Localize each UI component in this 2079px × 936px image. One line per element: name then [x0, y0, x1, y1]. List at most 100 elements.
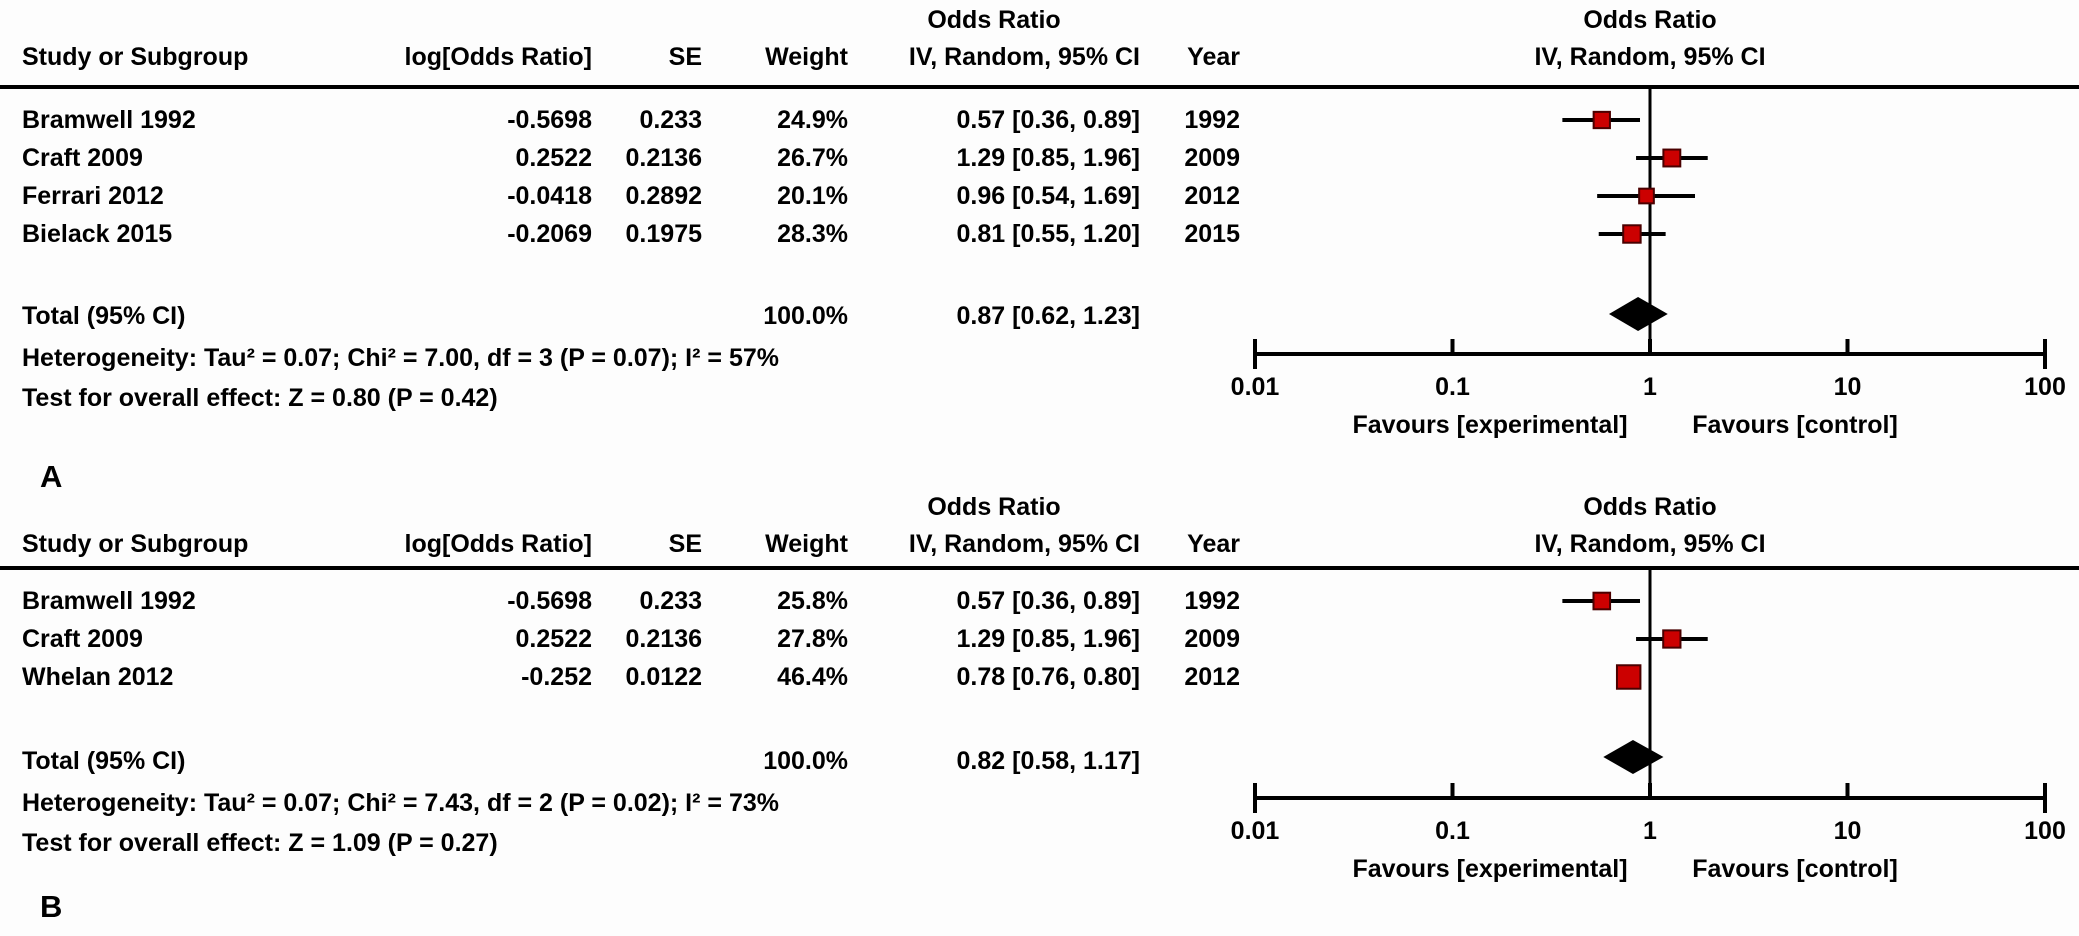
study-name: Ferrari 2012 [22, 182, 164, 210]
favours-control-label: Favours [control] [1692, 855, 1898, 883]
ci-value: 0.81 [0.55, 1.20] [956, 220, 1140, 248]
se-column-header: SE [668, 43, 702, 71]
effect-square [1592, 110, 1611, 130]
study-name: Bramwell 1992 [22, 106, 196, 134]
panel-label-a: A [40, 459, 63, 494]
weight-value: 24.9% [777, 106, 848, 134]
se-value: 0.233 [639, 587, 702, 615]
header-rule [0, 85, 2079, 89]
weight-value: 27.8% [777, 625, 848, 653]
year-value: 2009 [1184, 625, 1240, 653]
study-column-header: Study or Subgroup [22, 43, 249, 71]
log-odds-ratio-value: -0.0418 [507, 182, 592, 210]
study-column-header: Study or Subgroup [22, 530, 249, 558]
axis-tick-label: 1 [1643, 373, 1657, 401]
year-value: 2012 [1184, 182, 1240, 210]
study-name: Bielack 2015 [22, 220, 173, 248]
se-value: 0.233 [639, 106, 702, 134]
overall-effect-line: Test for overall effect: Z = 1.09 (P = 0… [22, 829, 498, 857]
study-row: Whelan 2012 -0.252 0.0122 46.4% 0.78 [0.76, … [0, 662, 1240, 692]
total-label: Total (95% CI) [22, 747, 186, 775]
total-row: Total (95% CI) 100.0% 0.87 [0.62, 1.23] [0, 301, 1240, 331]
log-odds-ratio-value: -0.5698 [507, 587, 592, 615]
effect-square [1638, 187, 1655, 205]
plot-title: Odds Ratio [1583, 6, 1717, 34]
weight-value: 26.7% [777, 144, 848, 172]
overall-effect-line: Test for overall effect: Z = 0.80 (P = 0… [22, 384, 498, 412]
study-name: Whelan 2012 [22, 663, 174, 691]
se-value: 0.1975 [625, 220, 702, 248]
plot-subtitle: IV, Random, 95% CI [1534, 43, 1766, 71]
heterogeneity-line: Heterogeneity: Tau² = 0.07; Chi² = 7.00,… [22, 344, 779, 372]
plot-subtitle: IV, Random, 95% CI [1534, 530, 1766, 558]
axis-tick-label: 10 [1834, 373, 1862, 401]
favours-control-label: Favours [control] [1692, 411, 1898, 439]
total-weight: 100.0% [763, 302, 848, 330]
ci-value: 1.29 [0.85, 1.96] [956, 144, 1140, 172]
total-weight: 100.0% [763, 747, 848, 775]
year-column-header: Year [1187, 530, 1240, 558]
ci-column-header: IV, Random, 95% CI [908, 530, 1140, 558]
favours-experimental-label: Favours [experimental] [1352, 411, 1627, 439]
weight-value: 25.8% [777, 587, 848, 615]
total-ci: 0.87 [0.62, 1.23] [956, 302, 1140, 330]
effect-square [1662, 148, 1682, 168]
se-value: 0.2136 [625, 625, 702, 653]
column-header-row: Study or Subgroup log[Odds Ratio] SE Wei… [0, 42, 1240, 72]
column-header-row: Study or Subgroup log[Odds Ratio] SE Wei… [0, 529, 1240, 559]
header-rule [0, 566, 2079, 570]
log-odds-ratio-value: 0.2522 [515, 144, 592, 172]
se-value: 0.2892 [625, 182, 702, 210]
effect-square [1592, 591, 1612, 611]
se-value: 0.2136 [625, 144, 702, 172]
study-row: Ferrari 2012 -0.0418 0.2892 20.1% 0.96 [0.54… [0, 181, 1240, 211]
ci-value: 0.96 [0.54, 1.69] [956, 182, 1140, 210]
axis-tick-label: 0.01 [1231, 373, 1280, 401]
log-odds-ratio-value: -0.252 [521, 663, 592, 691]
axis-tick-label: 100 [2024, 817, 2066, 845]
panel-label-b: B [40, 889, 63, 924]
logor-column-header: log[Odds Ratio] [404, 530, 592, 558]
log-odds-ratio-value: 0.2522 [515, 625, 592, 653]
study-row: Craft 2009 0.2522 0.2136 26.7% 1.29 [0.85, 1… [0, 143, 1240, 173]
favours-experimental-label: Favours [experimental] [1352, 855, 1627, 883]
study-name: Craft 2009 [22, 144, 143, 172]
axis-tick-label: 1 [1643, 817, 1657, 845]
or-column-title: Odds Ratio [927, 6, 1061, 34]
effect-square [1615, 664, 1642, 690]
year-value: 1992 [1184, 587, 1240, 615]
study-name: Bramwell 1992 [22, 587, 196, 615]
axis-tick-label: 10 [1834, 817, 1862, 845]
total-ci: 0.82 [0.58, 1.17] [956, 747, 1140, 775]
year-value: 2012 [1184, 663, 1240, 691]
ci-column-header: IV, Random, 95% CI [908, 43, 1140, 71]
logor-column-header: log[Odds Ratio] [404, 43, 592, 71]
axis-tick-label: 0.1 [1435, 817, 1470, 845]
study-row: Bramwell 1992 -0.5698 0.233 25.8% 0.57 [0.36… [0, 586, 1240, 616]
ci-value: 0.57 [0.36, 0.89] [956, 587, 1140, 615]
total-label: Total (95% CI) [22, 302, 186, 330]
summary-diamond [1608, 297, 1668, 331]
weight-column-header: Weight [765, 43, 848, 71]
log-odds-ratio-value: -0.5698 [507, 106, 592, 134]
effect-square [1622, 224, 1642, 244]
log-odds-ratio-value: -0.2069 [507, 220, 592, 248]
year-column-header: Year [1187, 43, 1240, 71]
forest-plot-a: 0.01 0.1 1 10 100 Favours [experimental] Favou… [1231, 87, 2066, 439]
se-value: 0.0122 [625, 663, 702, 691]
axis-tick-label: 100 [2024, 373, 2066, 401]
weight-value: 46.4% [777, 663, 848, 691]
year-value: 1992 [1184, 106, 1240, 134]
weight-column-header: Weight [765, 530, 848, 558]
axis-tick-label: 0.01 [1231, 817, 1280, 845]
plot-title: Odds Ratio [1583, 493, 1717, 521]
year-value: 2009 [1184, 144, 1240, 172]
summary-diamond [1603, 740, 1664, 774]
year-value: 2015 [1184, 220, 1240, 248]
study-row: Bielack 2015 -0.2069 0.1975 28.3% 0.81 [0.55… [0, 219, 1240, 249]
effect-square [1662, 629, 1682, 649]
total-row: Total (95% CI) 100.0% 0.82 [0.58, 1.17] [0, 746, 1240, 776]
weight-value: 20.1% [777, 182, 848, 210]
weight-value: 28.3% [777, 220, 848, 248]
